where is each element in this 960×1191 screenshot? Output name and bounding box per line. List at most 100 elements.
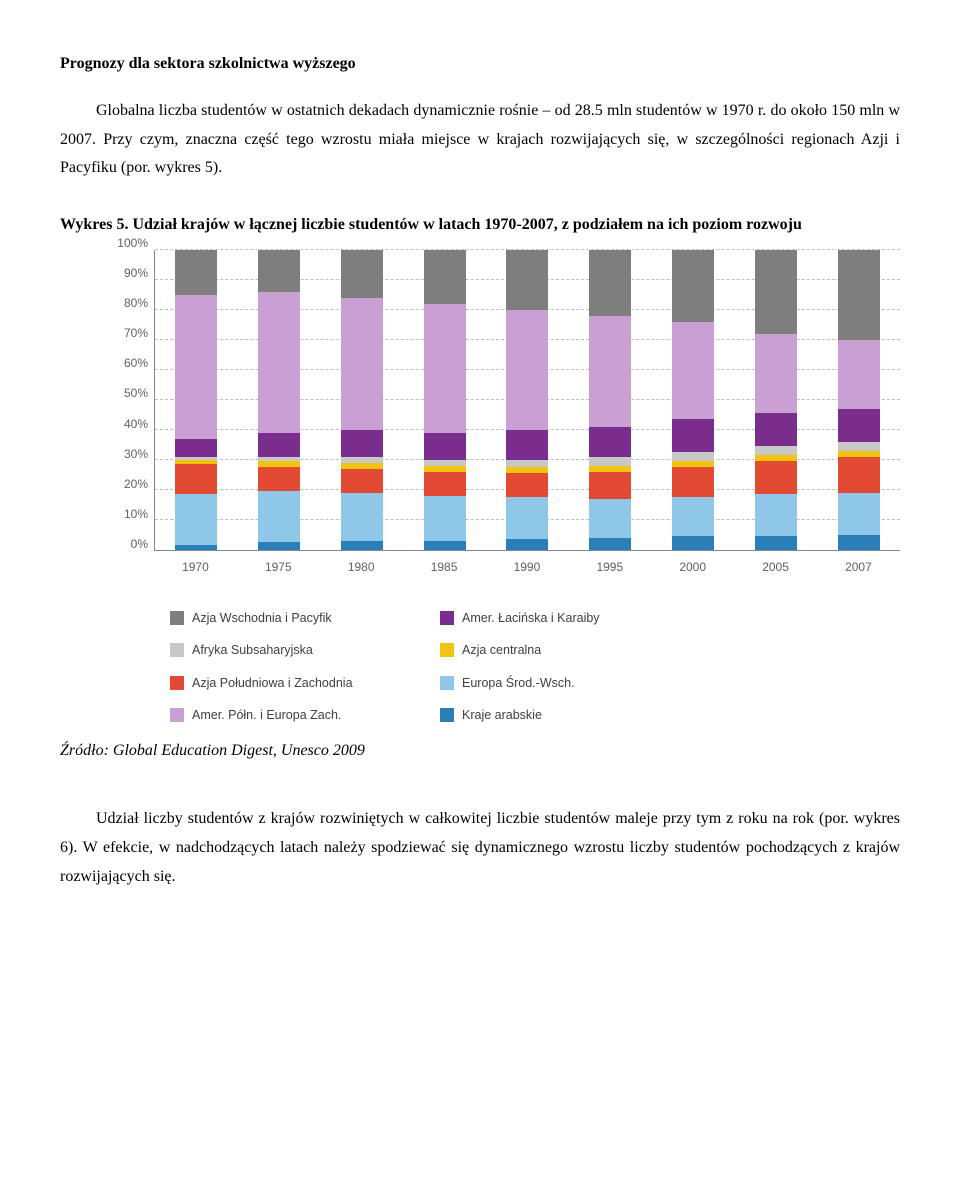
segment-east_asia — [589, 250, 631, 316]
segment-europe_ce — [589, 499, 631, 538]
bar-1975 — [258, 250, 300, 550]
legend-item-south_west_asia: Azja Południowa i Zachodnia — [170, 672, 410, 695]
segment-europe_ce — [424, 496, 466, 541]
segment-latin — [506, 430, 548, 460]
segment-arab — [341, 541, 383, 550]
chart-plot-area: 100%90%80%70%60%50%40%30%20%10%0% — [100, 250, 900, 551]
segment-north_am_we — [838, 340, 880, 409]
segment-arab — [506, 539, 548, 550]
x-axis: 197019751980198519901995200020052007 — [154, 557, 900, 579]
segment-latin — [175, 439, 217, 457]
segment-south_west_asia — [258, 467, 300, 491]
y-axis: 100%90%80%70%60%50%40%30%20%10%0% — [100, 250, 154, 551]
segment-south_west_asia — [838, 457, 880, 493]
legend-swatch — [170, 643, 184, 657]
segment-east_asia — [424, 250, 466, 304]
segment-latin — [672, 419, 714, 452]
legend-swatch — [170, 676, 184, 690]
x-tick: 1975 — [257, 557, 299, 579]
bar-1970 — [175, 250, 217, 550]
segment-south_west_asia — [589, 472, 631, 499]
segment-latin — [341, 430, 383, 457]
x-tick: 1990 — [506, 557, 548, 579]
legend-swatch — [440, 708, 454, 722]
segment-subsaharan — [838, 442, 880, 451]
segment-east_asia — [506, 250, 548, 310]
segment-south_west_asia — [175, 464, 217, 494]
segment-latin — [838, 409, 880, 442]
segment-north_am_we — [258, 292, 300, 433]
segment-arab — [838, 535, 880, 550]
x-tick: 1970 — [174, 557, 216, 579]
bar-2000 — [672, 250, 714, 550]
segment-europe_ce — [175, 494, 217, 545]
segment-south_west_asia — [424, 472, 466, 496]
intro-paragraph: Globalna liczba studentów w ostatnich de… — [60, 97, 900, 183]
segment-north_am_we — [175, 295, 217, 439]
segment-east_asia — [258, 250, 300, 292]
bar-2005 — [755, 250, 797, 550]
plot — [154, 250, 900, 551]
x-tick: 1985 — [423, 557, 465, 579]
bar-1990 — [506, 250, 548, 550]
chart-container: 100%90%80%70%60%50%40%30%20%10%0% 1970 19… — [100, 250, 900, 727]
legend-swatch — [440, 611, 454, 625]
section-heading: Prognozy dla sektora szkolnictwa wyższeg… — [60, 50, 900, 79]
segment-east_asia — [341, 250, 383, 298]
x-tick: 2007 — [837, 557, 879, 579]
segment-latin — [258, 433, 300, 457]
segment-east_asia — [672, 250, 714, 322]
segment-north_am_we — [506, 310, 548, 430]
segment-east_asia — [838, 250, 880, 340]
legend-label: Amer. Półn. i Europa Zach. — [192, 704, 341, 727]
segment-north_am_we — [589, 316, 631, 427]
bar-1980 — [341, 250, 383, 550]
segment-arab — [755, 536, 797, 550]
chart-title: Wykres 5. Udział krajów w łącznej liczbi… — [60, 211, 900, 240]
segment-arab — [672, 536, 714, 550]
outro-paragraph: Udział liczby studentów z krajów rozwini… — [60, 805, 900, 891]
segment-arab — [589, 538, 631, 550]
legend-item-arab: Kraje arabskie — [440, 704, 680, 727]
legend-item-subsaharan: Afryka Subsaharyjska — [170, 639, 410, 662]
legend-label: Azja Wschodnia i Pacyfik — [192, 607, 332, 630]
legend-label: Azja Południowa i Zachodnia — [192, 672, 353, 695]
legend-item-central_asia: Azja centralna — [440, 639, 680, 662]
segment-latin — [589, 427, 631, 457]
legend-label: Kraje arabskie — [462, 704, 542, 727]
legend-item-east_asia: Azja Wschodnia i Pacyfik — [170, 607, 410, 630]
segment-europe_ce — [838, 493, 880, 535]
legend-label: Amer. Łacińska i Karaiby — [462, 607, 600, 630]
x-tick: 1980 — [340, 557, 382, 579]
legend-label: Afryka Subsaharyjska — [192, 639, 313, 662]
segment-arab — [175, 545, 217, 550]
legend-swatch — [440, 643, 454, 657]
legend-swatch — [170, 708, 184, 722]
segment-south_west_asia — [506, 473, 548, 497]
segment-europe_ce — [341, 493, 383, 541]
segment-north_am_we — [341, 298, 383, 430]
x-tick: 1995 — [589, 557, 631, 579]
segment-europe_ce — [258, 491, 300, 542]
legend-item-europe_ce: Europa Środ.-Wsch. — [440, 672, 680, 695]
segment-latin — [424, 433, 466, 460]
legend-label: Azja centralna — [462, 639, 541, 662]
segment-latin — [755, 413, 797, 446]
segment-europe_ce — [506, 497, 548, 539]
bar-1985 — [424, 250, 466, 550]
segment-subsaharan — [589, 457, 631, 466]
segment-east_asia — [755, 250, 797, 334]
segment-east_asia — [175, 250, 217, 295]
legend-label: Europa Środ.-Wsch. — [462, 672, 575, 695]
bar-2007 — [838, 250, 880, 550]
x-tick: 2005 — [755, 557, 797, 579]
segment-south_west_asia — [672, 467, 714, 497]
segment-north_am_we — [755, 334, 797, 414]
segment-south_west_asia — [755, 461, 797, 494]
segment-arab — [424, 541, 466, 550]
legend-item-north_am_we: Amer. Półn. i Europa Zach. — [170, 704, 410, 727]
segment-north_am_we — [672, 322, 714, 420]
segment-europe_ce — [672, 497, 714, 536]
bars — [155, 250, 900, 550]
legend: Azja Wschodnia i Pacyfik Amer. Łacińska i… — [170, 607, 900, 727]
